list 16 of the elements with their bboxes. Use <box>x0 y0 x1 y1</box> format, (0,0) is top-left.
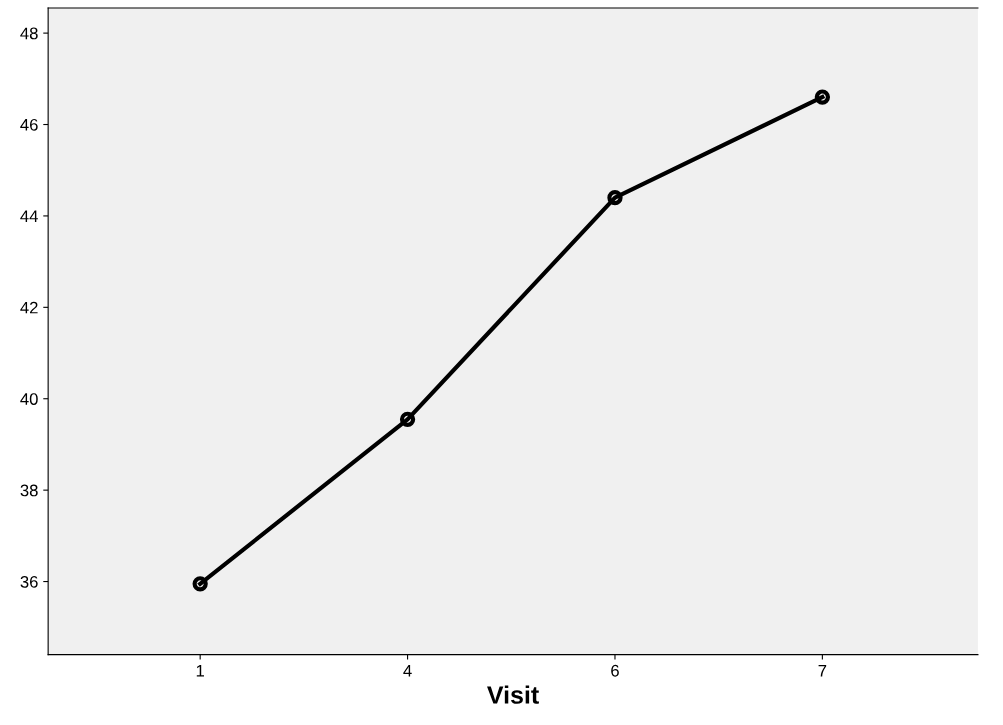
point <box>399 411 416 427</box>
x-axis-title: Visit <box>487 685 539 704</box>
x-tick-label: 1 <box>196 665 204 677</box>
point <box>607 190 623 206</box>
y-tick-label: 38 <box>20 484 38 497</box>
x-tick-label: 7 <box>818 665 827 677</box>
y-tick-label: 42 <box>20 301 38 314</box>
y-tick-label: 46 <box>20 118 38 131</box>
point <box>192 576 208 592</box>
y-tick-label: 36 <box>20 575 38 588</box>
y-tick-label: 40 <box>20 393 38 405</box>
y-tick-label: 44 <box>20 210 38 222</box>
x-tick-label: 6 <box>611 664 619 677</box>
x-tick-label: 4 <box>403 665 412 677</box>
y-tick-label: 48 <box>20 27 38 40</box>
point <box>814 89 831 105</box>
